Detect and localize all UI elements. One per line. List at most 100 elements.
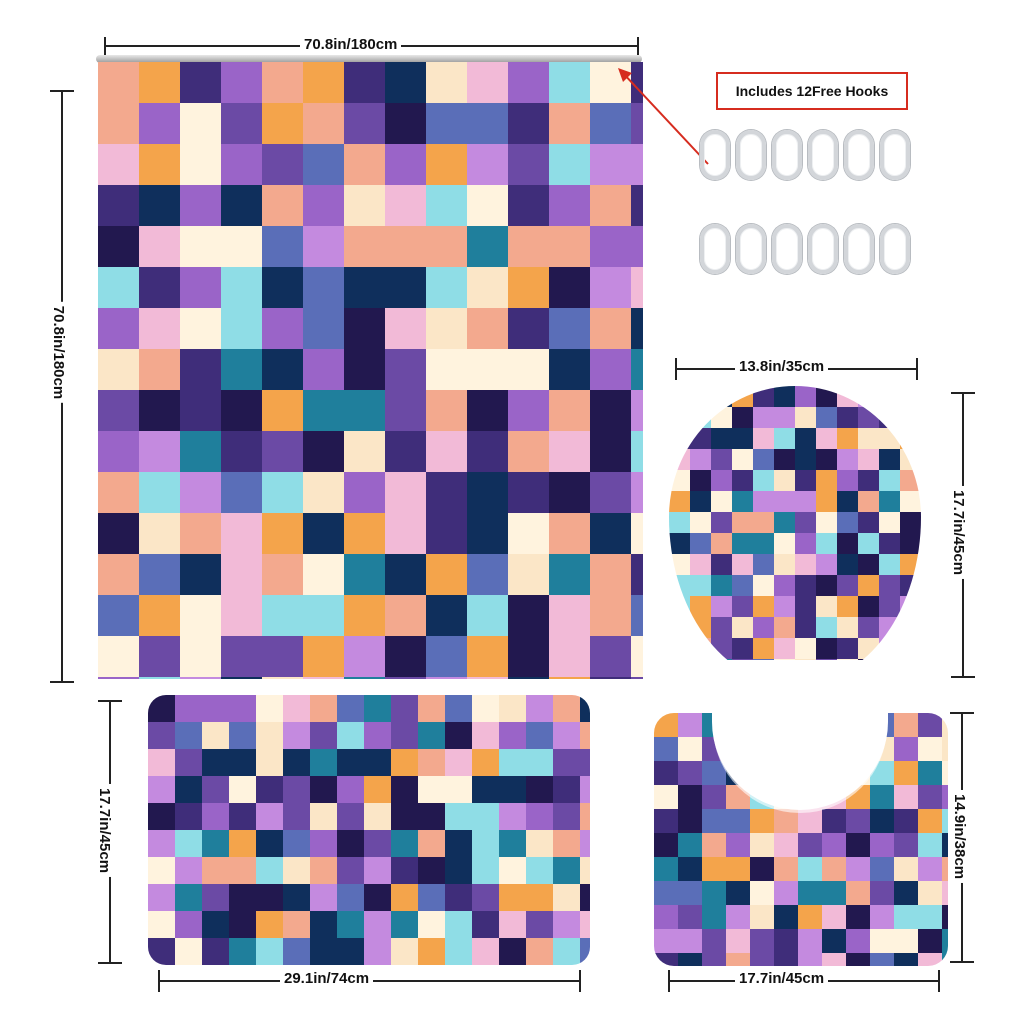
pattern-block	[553, 803, 580, 830]
pattern-block	[508, 349, 549, 390]
pattern-block	[795, 512, 816, 533]
pattern-block	[900, 491, 921, 512]
pattern-block	[364, 830, 391, 857]
pattern-block	[894, 953, 918, 966]
pattern-block	[385, 390, 426, 431]
pattern-block	[337, 911, 364, 938]
pattern-block	[337, 803, 364, 830]
pattern-block	[262, 636, 303, 677]
pattern-block	[774, 428, 795, 449]
pattern-block	[753, 596, 774, 617]
shower-hook-ring-icon	[736, 130, 766, 180]
pattern-block	[391, 884, 418, 911]
pattern-block	[798, 881, 822, 905]
pattern-block	[590, 349, 631, 390]
pattern-block	[549, 513, 590, 554]
pattern-block	[202, 911, 229, 938]
pattern-block	[879, 449, 900, 470]
pattern-block	[526, 857, 553, 884]
pattern-block	[344, 513, 385, 554]
pattern-block	[795, 554, 816, 575]
pattern-block	[344, 431, 385, 472]
pattern-block	[816, 617, 837, 638]
pattern-block	[870, 857, 894, 881]
pattern-block	[798, 833, 822, 857]
pattern-block	[942, 953, 948, 966]
pattern-block	[942, 761, 948, 785]
pattern-block	[774, 596, 795, 617]
pattern-block	[732, 554, 753, 575]
pattern-block	[499, 911, 526, 938]
pattern-block	[631, 349, 643, 390]
pattern-block	[822, 809, 846, 833]
pattern-block	[900, 575, 921, 596]
pattern-block	[310, 938, 337, 965]
pattern-block	[711, 638, 732, 659]
pattern-block	[262, 103, 303, 144]
pattern-block	[175, 695, 202, 722]
pattern-block	[364, 938, 391, 965]
pattern-block	[508, 472, 549, 513]
pattern-block	[508, 636, 549, 677]
pattern-block	[654, 809, 678, 833]
pattern-block	[180, 103, 221, 144]
pattern-block	[774, 470, 795, 491]
pattern-block	[816, 575, 837, 596]
pattern-block	[678, 713, 702, 737]
pattern-block	[472, 776, 499, 803]
pattern-block	[98, 554, 139, 595]
pattern-block	[918, 737, 942, 761]
pattern-block	[774, 449, 795, 470]
pattern-block	[337, 695, 364, 722]
pattern-block	[900, 533, 921, 554]
pattern-block	[711, 512, 732, 533]
pattern-block	[337, 776, 364, 803]
pattern-block	[774, 407, 795, 428]
pattern-block	[590, 513, 631, 554]
pattern-block	[553, 938, 580, 965]
pattern-block	[344, 595, 385, 636]
contour-height-label: 14.9in/38cm	[951, 789, 969, 884]
pattern-block	[580, 803, 590, 830]
pattern-block	[753, 407, 774, 428]
pattern-block	[750, 929, 774, 953]
pattern-block	[631, 472, 643, 513]
pattern-block	[148, 803, 175, 830]
pattern-block	[900, 512, 921, 533]
pattern-block	[894, 905, 918, 929]
pattern-block	[774, 575, 795, 596]
pattern-block	[590, 636, 631, 677]
pattern-block	[175, 776, 202, 803]
pattern-block	[303, 595, 344, 636]
pattern-block	[303, 62, 344, 103]
pattern-block	[846, 857, 870, 881]
pattern-block	[590, 144, 631, 185]
pattern-block	[858, 449, 879, 470]
pattern-block	[942, 857, 948, 881]
pattern-block	[426, 595, 467, 636]
pattern-block	[879, 386, 900, 407]
pattern-block	[894, 761, 918, 785]
pattern-block	[669, 407, 690, 428]
pattern-block	[364, 857, 391, 884]
pattern-block	[669, 470, 690, 491]
pattern-block	[870, 905, 894, 929]
lid-height-tick-bottom	[951, 676, 975, 678]
pattern-block	[690, 512, 711, 533]
toilet-lid-cover	[669, 386, 921, 684]
pattern-block	[175, 722, 202, 749]
pattern-block	[690, 575, 711, 596]
pattern-block	[256, 830, 283, 857]
pattern-block	[702, 881, 726, 905]
pattern-block	[364, 803, 391, 830]
pattern-block	[526, 749, 553, 776]
pattern-block	[303, 472, 344, 513]
pattern-block	[467, 431, 508, 472]
pattern-block	[631, 431, 643, 472]
pattern-block	[139, 144, 180, 185]
pattern-block	[180, 431, 221, 472]
pattern-block	[426, 431, 467, 472]
pattern-block	[344, 390, 385, 431]
pattern-block	[894, 833, 918, 857]
pattern-block	[726, 833, 750, 857]
